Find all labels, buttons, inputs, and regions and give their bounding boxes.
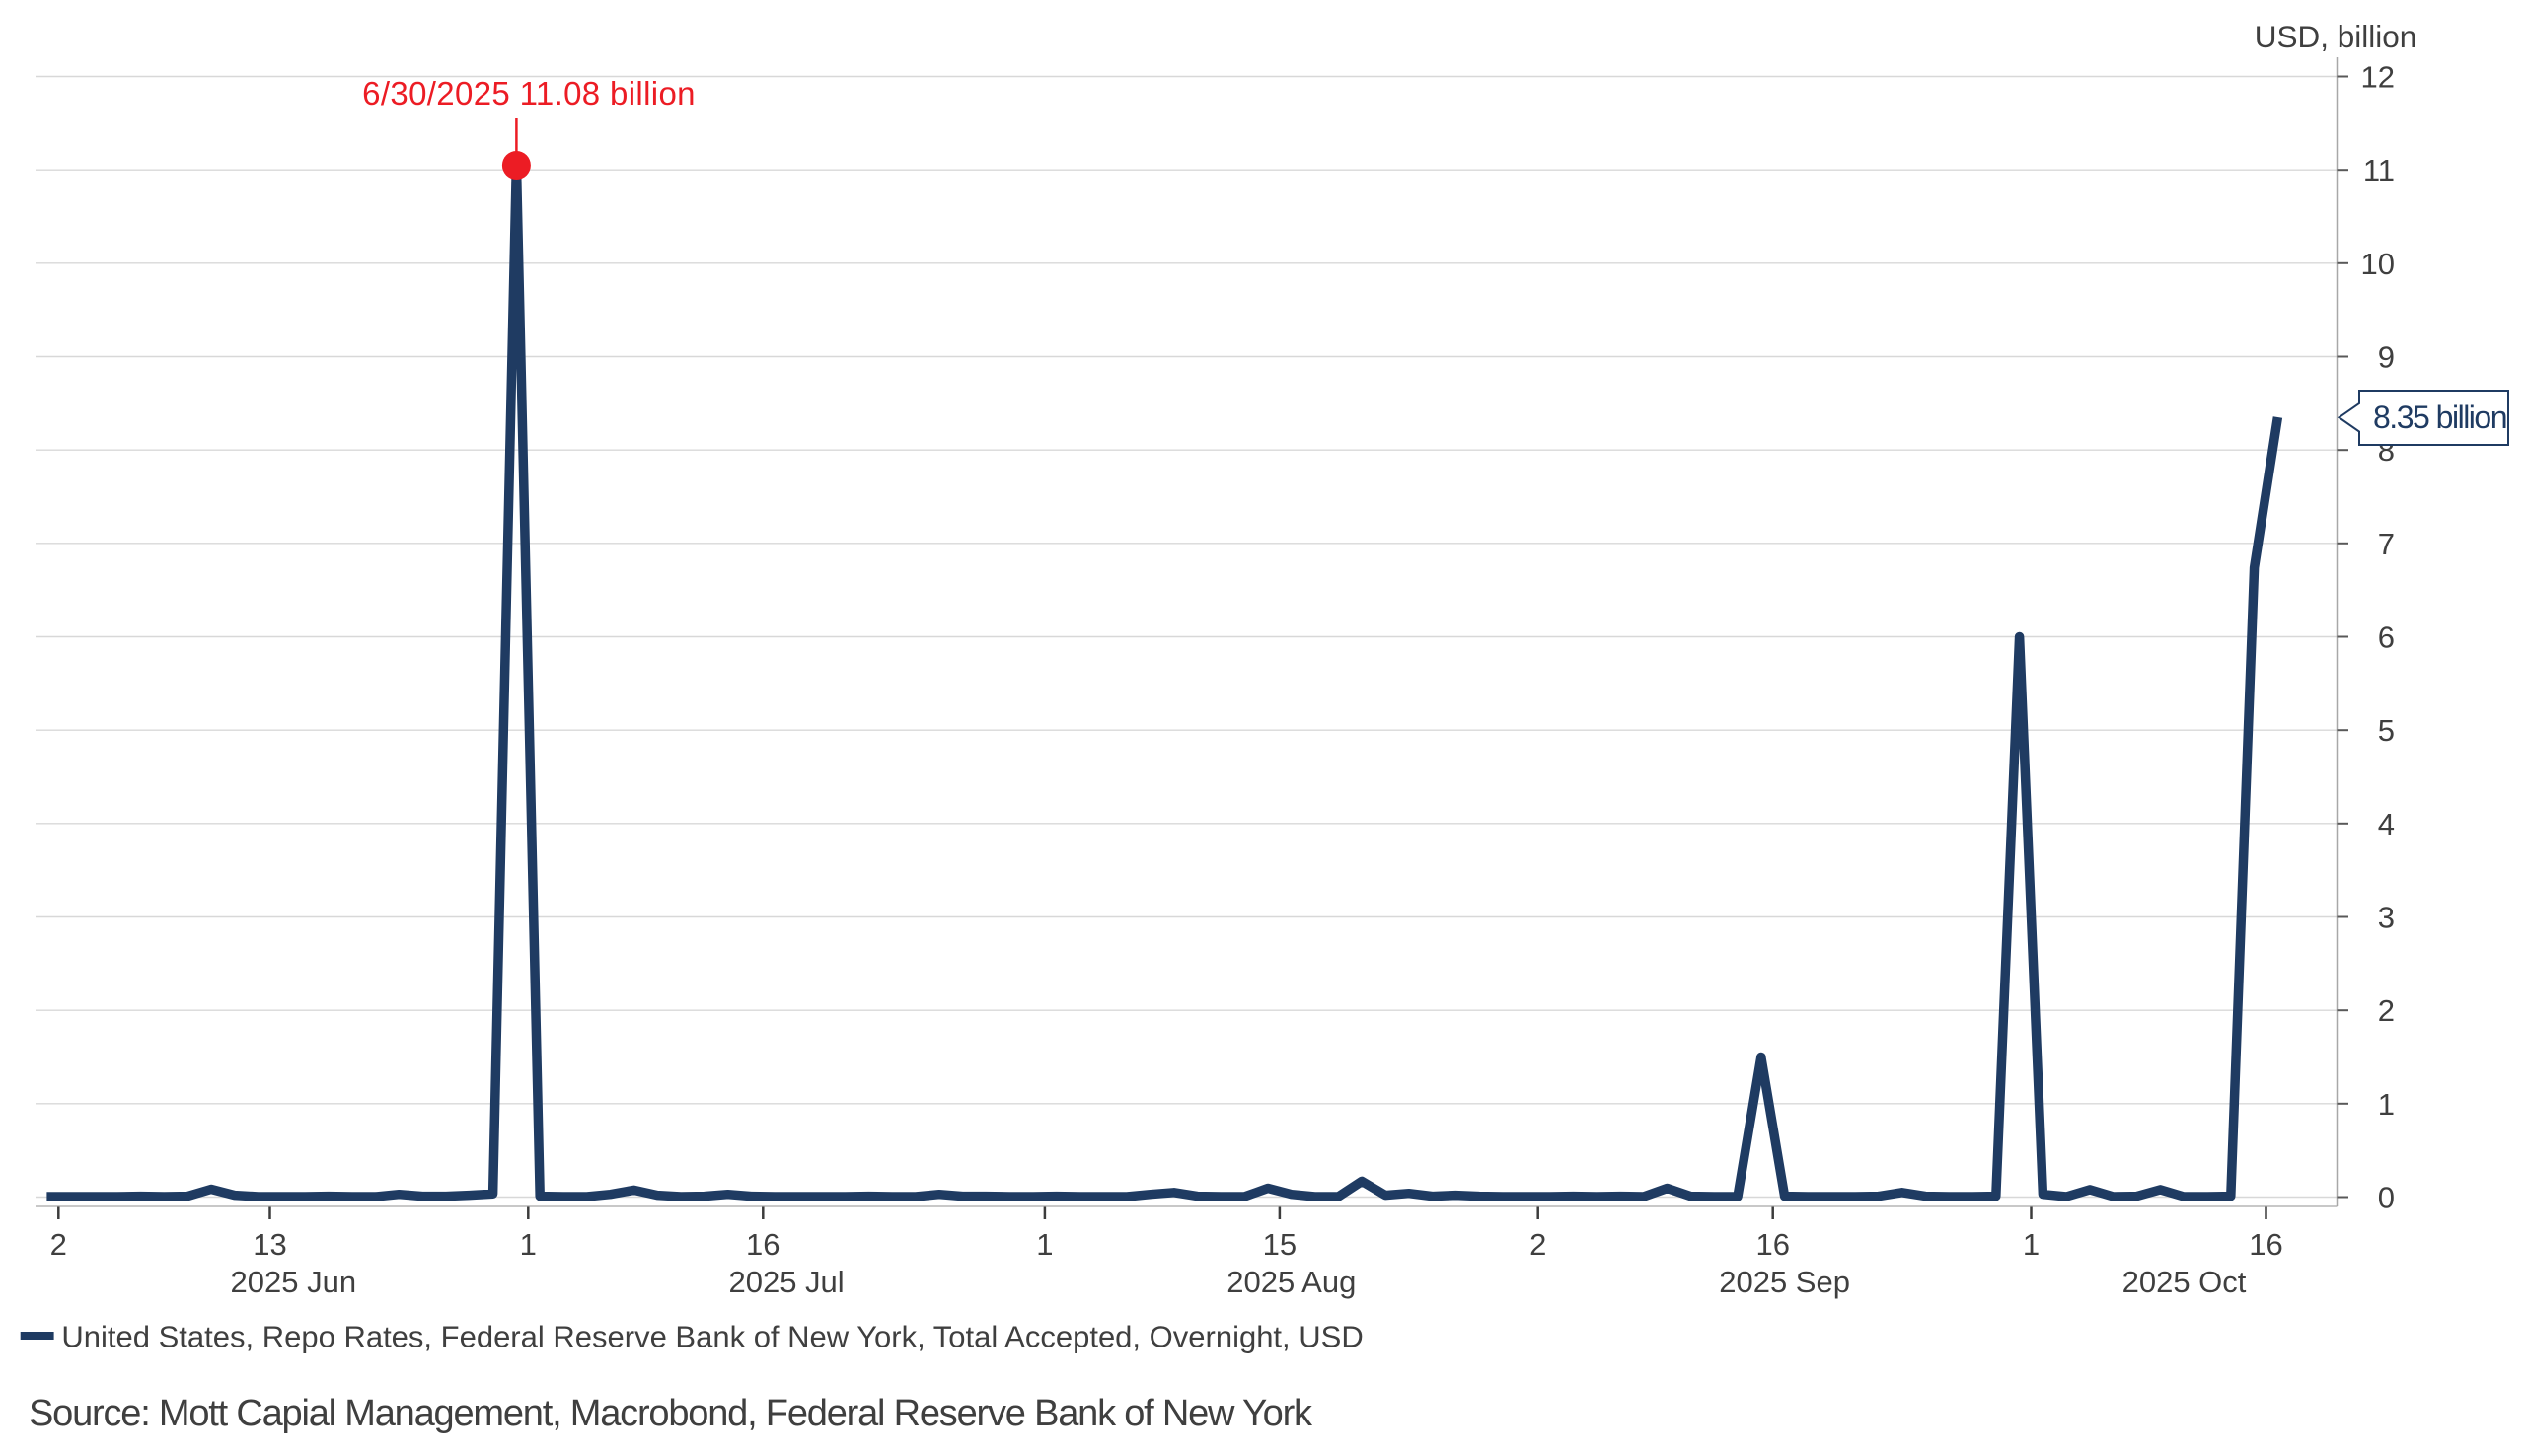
svg-text:6: 6 (2378, 620, 2395, 655)
svg-text:2025 Jun: 2025 Jun (231, 1265, 357, 1299)
svg-text:12: 12 (2361, 60, 2395, 95)
svg-text:16: 16 (746, 1227, 780, 1262)
svg-text:0: 0 (2378, 1181, 2395, 1215)
svg-text:2025 Sep: 2025 Sep (1719, 1265, 1850, 1299)
svg-text:1: 1 (2023, 1227, 2040, 1262)
svg-text:United States, Repo Rates, Fed: United States, Repo Rates, Federal Reser… (61, 1320, 1363, 1354)
svg-text:2: 2 (2378, 993, 2395, 1028)
svg-text:13: 13 (253, 1227, 286, 1262)
svg-text:7: 7 (2378, 527, 2395, 561)
svg-text:Source: Mott Capial Management: Source: Mott Capial Management, Macrobon… (29, 1393, 1313, 1434)
svg-text:16: 16 (2249, 1227, 2282, 1262)
svg-text:5: 5 (2378, 713, 2395, 748)
svg-text:9: 9 (2378, 340, 2395, 375)
svg-text:1: 1 (520, 1227, 537, 1262)
svg-text:2025 Aug: 2025 Aug (1226, 1265, 1356, 1299)
svg-text:16: 16 (1755, 1227, 1789, 1262)
svg-text:4: 4 (2378, 807, 2395, 841)
svg-text:10: 10 (2361, 247, 2395, 281)
svg-text:2: 2 (50, 1227, 67, 1262)
svg-text:2: 2 (1529, 1227, 1546, 1262)
svg-text:8.35 billion: 8.35 billion (2373, 400, 2506, 435)
svg-text:1: 1 (2378, 1087, 2395, 1122)
svg-text:1: 1 (1036, 1227, 1053, 1262)
svg-text:2025 Jul: 2025 Jul (728, 1265, 844, 1299)
svg-text:3: 3 (2378, 901, 2395, 935)
svg-text:15: 15 (1263, 1227, 1297, 1262)
svg-text:2025 Oct: 2025 Oct (2122, 1265, 2247, 1299)
svg-text:USD, billion: USD, billion (2255, 19, 2417, 54)
svg-text:6/30/2025 11.08 billion: 6/30/2025 11.08 billion (362, 75, 696, 111)
svg-text:11: 11 (2363, 153, 2395, 187)
